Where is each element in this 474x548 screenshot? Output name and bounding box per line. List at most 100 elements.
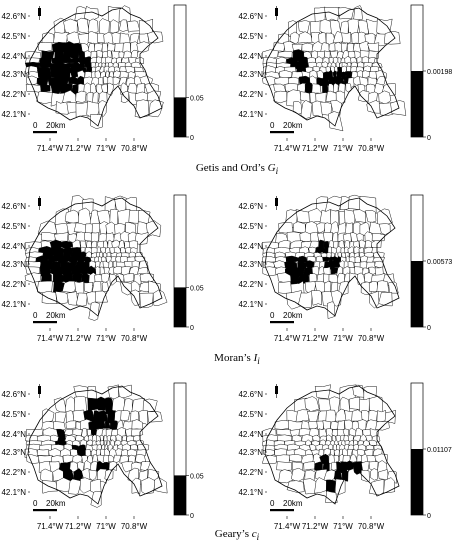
lat-label: 42.4°N — [1, 430, 26, 439]
tract — [274, 420, 291, 430]
tract — [308, 420, 319, 430]
tract — [102, 454, 110, 464]
map-panel-getis-ord-left: 42.6°N 42.5°N 42.4°N 42.3°N 42.2°N 42.1°N 71.4… — [0, 0, 237, 160]
lat-label: 42.5°N — [238, 32, 263, 41]
tract — [316, 420, 324, 430]
scale-bar-distance: 20km — [283, 121, 303, 130]
tract — [366, 100, 381, 114]
legend-threshold-label: 0.05 — [190, 95, 204, 102]
caption-subscript: i — [257, 356, 260, 367]
lat-label: 42.6°N — [1, 202, 26, 211]
lat-label: 42.6°N — [238, 202, 263, 211]
lat-label: 42.3°N — [1, 260, 26, 269]
lat-label: 42.2°N — [1, 468, 26, 477]
tract — [304, 396, 320, 412]
scale-bar: 0 20km — [33, 311, 66, 324]
tract — [291, 467, 306, 483]
lon-label: 71.4°W — [274, 334, 301, 343]
lat-label: 42.1°N — [1, 110, 26, 119]
lon-label: 71.2°W — [302, 334, 329, 343]
tract — [98, 100, 107, 117]
lat-label: 42.4°N — [238, 52, 263, 61]
region-outline — [27, 197, 163, 317]
tract — [87, 386, 98, 401]
caption-symbol: G — [267, 162, 276, 174]
legend-zero-label: 0 — [190, 135, 194, 142]
tract — [376, 409, 387, 423]
lat-label: 42.3°N — [238, 70, 263, 79]
lon-label: 71.2°W — [65, 144, 92, 153]
legend-fill-significant — [174, 97, 186, 137]
tract — [87, 18, 99, 34]
tract — [109, 19, 120, 34]
tract — [123, 273, 135, 283]
legend: 0.01107 0 — [410, 382, 452, 520]
tract — [371, 233, 385, 242]
tract-layer — [24, 384, 168, 508]
scale-bar-line — [270, 509, 294, 512]
tract — [138, 210, 151, 224]
tract — [378, 90, 392, 105]
tract-layer — [25, 5, 164, 129]
tract — [341, 31, 352, 44]
lat-label: 42.5°N — [238, 410, 263, 419]
legend: 0.05 0 — [173, 382, 204, 520]
tract — [126, 20, 141, 33]
tract — [358, 239, 366, 249]
caption-subscript: i — [275, 166, 279, 177]
tract — [303, 461, 315, 471]
tract — [340, 42, 348, 53]
legend-zero-label: 0 — [427, 325, 431, 332]
scale-bar-line — [33, 131, 57, 134]
caption-text: Geary’s — [214, 528, 252, 540]
tract — [301, 42, 314, 52]
tract — [55, 100, 71, 115]
tract — [278, 281, 293, 294]
lon-label: 71°W — [333, 144, 353, 153]
tract — [131, 477, 141, 495]
legend-zero-label: 0 — [190, 513, 194, 520]
tract — [115, 273, 125, 283]
tract — [120, 410, 130, 421]
tract — [75, 292, 88, 307]
lon-label: 70.8°W — [358, 522, 385, 531]
tract — [368, 280, 379, 293]
legend: 0.00573 0 — [410, 194, 452, 332]
tract — [66, 291, 79, 306]
region-outline — [264, 197, 400, 317]
region-outline — [27, 7, 163, 127]
scale-bar-zero: 0 — [270, 499, 275, 508]
tract-significant — [290, 274, 300, 285]
lon-label: 70.8°W — [358, 144, 385, 153]
legend: 0.05 0 — [173, 4, 204, 142]
tract — [53, 31, 69, 44]
scale-bar: 0 20km — [270, 499, 303, 512]
lat-label: 42.3°N — [238, 448, 263, 457]
legend-fill-significant — [411, 261, 423, 327]
tract — [359, 397, 370, 413]
tract — [55, 291, 70, 305]
legend-threshold-label: 0.05 — [190, 473, 204, 480]
lat-label: 42.2°N — [238, 280, 263, 289]
scale-bar-zero: 0 — [270, 311, 275, 320]
tract-significant — [70, 70, 79, 78]
tract-significant — [61, 57, 74, 64]
legend-zero-label: 0 — [190, 325, 194, 332]
caption-morans: Moran’s Ii — [0, 352, 474, 366]
lat-label: 42.3°N — [1, 448, 26, 457]
lon-label: 71°W — [333, 334, 353, 343]
legend-fill-significant — [174, 475, 186, 515]
tract — [286, 480, 305, 493]
scale-bar-zero: 0 — [33, 499, 38, 508]
lat-label: 42.2°N — [1, 280, 26, 289]
tract — [262, 454, 279, 465]
caption-text: Moran’s — [214, 352, 254, 364]
tract — [91, 240, 98, 250]
tract — [76, 17, 90, 34]
tract — [36, 91, 53, 104]
map-svg: 42.6°N 42.5°N 42.4°N 42.3°N 42.2°N 42.1°N 71.4… — [1, 0, 204, 153]
tract — [333, 83, 339, 94]
lat-label: 42.5°N — [1, 32, 26, 41]
scale-bar-distance: 20km — [46, 311, 66, 320]
lat-label: 42.1°N — [238, 488, 263, 497]
